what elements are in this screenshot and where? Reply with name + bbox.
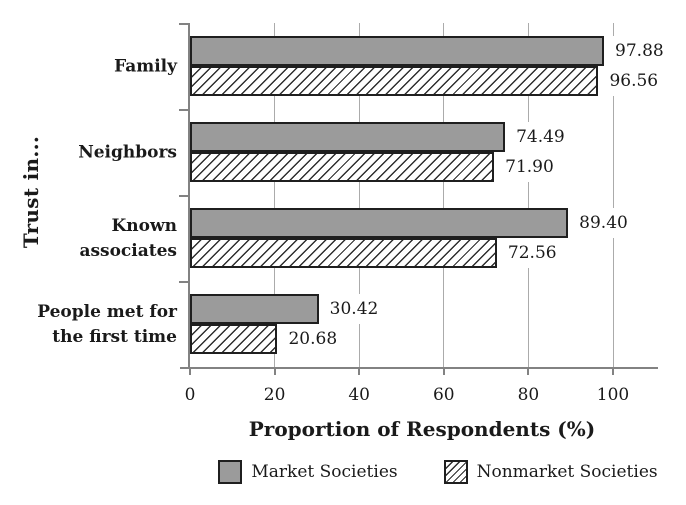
- x-axis-tick-80: [527, 367, 530, 375]
- y-axis-tick: [179, 195, 188, 197]
- legend-label-nonmarket-societies: Nonmarket Societies: [476, 462, 658, 482]
- y-axis-title: Trust in...: [19, 135, 43, 249]
- x-axis-tick-60: [442, 367, 445, 375]
- x-axis-tick-0: [189, 367, 191, 375]
- category-label-line: associates: [79, 241, 177, 261]
- bar-group-1: Family 97.88 96.56: [114, 23, 667, 109]
- category-label: People met for the first time: [37, 300, 177, 350]
- bar-solid-1: [190, 36, 605, 66]
- legend-item-nonmarket-societies: Nonmarket Societies: [443, 460, 658, 484]
- category-label: Neighbors: [78, 141, 177, 166]
- gridline-20: [274, 23, 276, 367]
- value-label: 89.40: [576, 208, 631, 238]
- x-tick-label-20: 20: [263, 385, 286, 405]
- value-label: 30.42: [326, 294, 382, 324]
- y-axis-tick: [179, 281, 188, 283]
- value-label: 72.56: [504, 238, 560, 268]
- y-axis-tick: [179, 23, 188, 25]
- x-tick-label-80: 80: [517, 385, 540, 405]
- x-tick-label-60: 60: [432, 385, 455, 405]
- x-tick-label-100: 100: [596, 385, 630, 405]
- x-axis-tick-20: [273, 367, 276, 375]
- gridline-100: [612, 23, 614, 367]
- value-label: 97.88: [612, 36, 667, 66]
- legend-label-market-societies: Market Societies: [251, 462, 398, 482]
- category-label-line: People met for: [37, 302, 177, 322]
- bar-solid-3: [190, 208, 569, 238]
- x-axis-tick-40: [358, 367, 361, 375]
- x-axis-title: Proportion of Respondents (%): [248, 417, 596, 441]
- category-label: Family: [114, 55, 177, 80]
- bar-group-2: Neighbors 74.49 71.90: [78, 109, 658, 195]
- x-tick-label-40: 40: [348, 385, 371, 405]
- gridline-40: [358, 23, 360, 367]
- gridline-60: [443, 23, 445, 367]
- value-label: 96.56: [606, 66, 662, 96]
- bar-solid-4: [190, 294, 319, 324]
- nonmarket-societies-swatch-icon: [443, 460, 468, 484]
- value-label: 20.68: [285, 324, 341, 354]
- market-societies-swatch-icon: [218, 460, 243, 484]
- bar-hatched-4: [190, 324, 278, 354]
- bar-hatched-2: [190, 152, 495, 182]
- bar-group-3: Known associates 89.40 72.56: [79, 195, 658, 281]
- value-label: 71.90: [502, 152, 557, 182]
- bar-group-4: People met for the first time 30.42 20.68: [37, 281, 658, 367]
- legend: Market Societies Nonmarket Societies: [188, 460, 686, 484]
- category-label-line: the first time: [52, 327, 177, 347]
- category-label: Known associates: [79, 214, 177, 264]
- x-tick-label-0: 0: [184, 385, 196, 405]
- y-axis-tick: [179, 109, 188, 111]
- value-label: 74.49: [513, 122, 568, 152]
- bar-hatched-1: [190, 66, 599, 96]
- bar-hatched-3: [190, 238, 497, 268]
- legend-item-market-societies: Market Societies: [218, 460, 398, 484]
- category-label-line: Family: [114, 56, 177, 77]
- plot-area: 0 20 40 60 80 100 Family 97.88 96.56 Neighbors 74.…: [37, 23, 667, 404]
- x-axis-tick-100: [612, 367, 614, 375]
- bar-solid-2: [190, 122, 506, 152]
- gridline-80: [527, 23, 529, 367]
- category-label-line: Known: [111, 216, 177, 236]
- category-label-line: Neighbors: [78, 142, 177, 163]
